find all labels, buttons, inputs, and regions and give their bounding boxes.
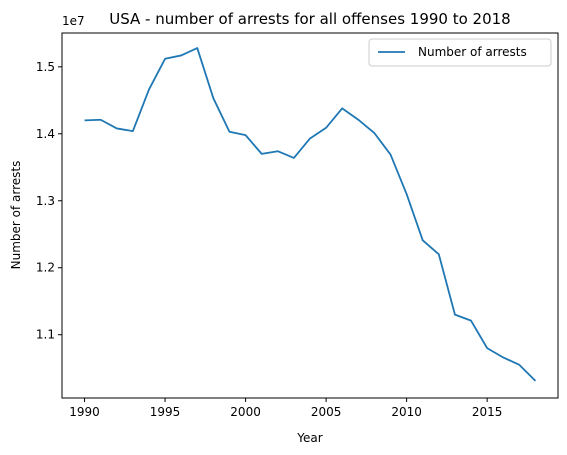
y-tick-label: 1.4 <box>36 127 55 141</box>
y-axis-ticks: 1.1 1.2 1.3 1.4 1.5 <box>36 60 62 342</box>
y-tick-label: 1.2 <box>36 261 55 275</box>
y-axis-offset-label: 1e7 <box>62 14 85 28</box>
x-axis-ticks: 1990 1995 2000 2005 2010 2015 <box>69 398 502 419</box>
legend: Number of arrests <box>368 38 552 67</box>
x-tick-label: 1995 <box>150 405 181 419</box>
y-tick-label: 1.5 <box>36 60 55 74</box>
x-tick-label: 2000 <box>230 405 261 419</box>
y-tick-label: 1.3 <box>36 194 55 208</box>
legend-label: Number of arrests <box>418 45 527 59</box>
x-tick-label: 2005 <box>311 405 342 419</box>
legend-box <box>368 38 552 67</box>
x-tick-label: 1990 <box>69 405 100 419</box>
chart-title: USA - number of arrests for all offenses… <box>109 10 510 28</box>
x-tick-label: 2010 <box>391 405 422 419</box>
x-axis-label: Year <box>296 431 322 445</box>
plot-frame <box>61 32 559 399</box>
series-line-number-of-arrests <box>84 47 537 382</box>
series-lines <box>84 47 537 382</box>
x-tick-label: 2015 <box>472 405 503 419</box>
y-axis-label: Number of arrests <box>9 161 23 270</box>
y-tick-label: 1.1 <box>36 328 55 342</box>
